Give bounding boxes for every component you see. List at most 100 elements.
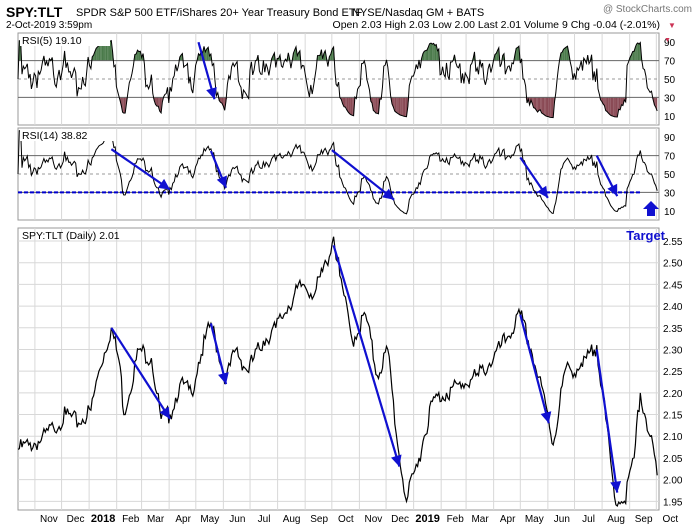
- rsi5-overbought-fill: [564, 47, 567, 61]
- trend-arrow-shaft: [110, 148, 171, 191]
- rsi5-oversold-fill: [400, 97, 402, 116]
- price-y-tick-label: 2.05: [663, 454, 683, 465]
- rsi5-oversold-fill: [613, 97, 615, 117]
- rsi5-oversold-fill: [401, 97, 403, 116]
- rsi5-overbought-fill: [104, 42, 106, 61]
- rsi5-oversold-fill: [618, 97, 621, 110]
- rsi5-oversold-fill: [122, 97, 124, 114]
- rsi5-overbought-fill: [318, 55, 321, 61]
- rsi5-oversold-fill: [398, 97, 401, 115]
- rsi-y-tick-label: 70: [664, 57, 676, 68]
- price-y-tick-label: 2.30: [663, 345, 683, 356]
- price-y-tick-label: 2.10: [663, 432, 683, 443]
- trend-arrow-shaft: [519, 314, 550, 424]
- rsi5-overbought-fill: [635, 44, 637, 61]
- rsi5-line: [17, 39, 658, 119]
- rsi5-oversold-fill: [123, 97, 126, 114]
- rsi5-oversold-fill: [537, 97, 539, 112]
- trend-arrow-head: [390, 454, 402, 467]
- rsi5-oversold-fill: [536, 97, 538, 112]
- rsi5-oversold-fill: [544, 97, 546, 116]
- rsi5-oversold-fill: [621, 97, 623, 106]
- price-y-tick-label: 2.40: [663, 302, 683, 313]
- x-tick-label: Nov: [40, 514, 58, 525]
- rsi5-oversold-fill: [375, 97, 378, 114]
- trend-arrow-head: [206, 87, 217, 100]
- rsi5-oversold-fill: [551, 97, 554, 118]
- rsi5-oversold-fill: [346, 97, 349, 112]
- x-tick-label: Feb: [447, 514, 465, 525]
- rsi-y-tick-label: 70: [664, 152, 676, 163]
- rsi5-oversold-fill: [402, 97, 404, 117]
- x-tick-label: Apr: [500, 514, 516, 525]
- rsi5-oversold-fill: [397, 97, 399, 115]
- rsi5-overbought-fill: [432, 43, 434, 61]
- rsi5-overbought-fill: [138, 51, 141, 61]
- rsi5-oversold-fill: [550, 97, 552, 118]
- rsi5-overbought-fill: [516, 47, 518, 61]
- target-label: Target: [626, 228, 665, 243]
- rsi14-legend-bg: [20, 129, 116, 141]
- rsi5-oversold-fill: [615, 97, 618, 117]
- rsi5-oversold-fill: [159, 97, 162, 113]
- rsi5-oversold-fill: [609, 97, 611, 116]
- rsi5-oversold-fill: [542, 97, 545, 115]
- rsi5-overbought-fill: [428, 43, 430, 61]
- rsi5-oversold-fill: [221, 97, 224, 107]
- price-y-tick-label: 2.00: [663, 476, 683, 487]
- rsi5-overbought-fill: [434, 44, 437, 61]
- rsi-y-tick-label: 10: [664, 112, 676, 123]
- trend-arrow-head: [216, 175, 227, 188]
- price-y-tick-label: 2.15: [663, 411, 683, 422]
- trend-arrow-shaft: [332, 245, 401, 467]
- rsi5-oversold-fill: [374, 97, 376, 114]
- rsi14-line: [17, 130, 658, 215]
- rsi5-overbought-fill: [206, 47, 209, 61]
- x-tick-label: Aug: [283, 514, 301, 525]
- rsi5-oversold-fill: [343, 97, 346, 108]
- x-tick-label: Apr: [175, 514, 191, 525]
- price-line: [17, 236, 658, 508]
- rsi5-oversold-fill: [541, 97, 543, 114]
- rsi-y-tick-label: 30: [664, 93, 676, 104]
- price-legend: SPY:TLT (Daily) 2.01: [22, 230, 120, 242]
- rsi5-oversold-fill: [403, 97, 406, 117]
- x-tick-label: Jul: [258, 514, 271, 525]
- rsi5-oversold-fill: [538, 97, 541, 111]
- rsi5-overbought-fill: [429, 43, 431, 61]
- rsi5-oversold-fill: [549, 97, 551, 118]
- rsi5-oversold-fill: [394, 97, 397, 113]
- rsi5-overbought-fill: [204, 46, 206, 61]
- rsi5-oversold-fill: [605, 97, 607, 112]
- rsi5-overbought-fill: [637, 42, 640, 61]
- rsi5-oversold-fill: [603, 97, 605, 106]
- x-tick-label: May: [525, 514, 544, 525]
- rsi5-overbought-fill: [109, 40, 112, 61]
- rsi5-overbought-fill: [107, 41, 109, 61]
- rsi5-oversold-fill: [345, 97, 347, 110]
- rsi5-overbought-fill: [436, 44, 438, 61]
- trend-arrow-head: [610, 480, 622, 493]
- rsi5-oversold-fill: [534, 97, 537, 111]
- rsi5-overbought-fill: [103, 42, 105, 61]
- symbol-title: SPY:TLT: [6, 4, 63, 20]
- x-tick-label: Dec: [67, 514, 85, 525]
- trend-arrow-shaft: [331, 149, 395, 201]
- price-y-tick-label: 2.50: [663, 259, 683, 270]
- rsi5-down-triangle-icon: ▼: [664, 37, 671, 44]
- quote-line: Open 2.03 High 2.03 Low 2.00 Last 2.01 V…: [333, 19, 660, 31]
- rsi5-overbought-fill: [636, 42, 638, 61]
- rsi5-oversold-fill: [373, 97, 375, 112]
- price-y-tick-label: 2.55: [663, 237, 683, 248]
- rsi5-overbought-fill: [631, 51, 633, 61]
- rsi5-overbought-fill: [517, 46, 519, 61]
- rsi5-legend-bg: [20, 34, 110, 46]
- rsi5-overbought-fill: [97, 45, 99, 61]
- price-y-tick-label: 2.20: [663, 389, 683, 400]
- x-tick-label: Feb: [122, 514, 140, 525]
- rsi5-overbought-fill: [108, 41, 110, 61]
- x-tick-label: Dec: [391, 514, 409, 525]
- rsi5-oversold-fill: [156, 97, 159, 107]
- x-tick-label: Mar: [147, 514, 165, 525]
- rsi5-overbought-fill: [100, 44, 102, 61]
